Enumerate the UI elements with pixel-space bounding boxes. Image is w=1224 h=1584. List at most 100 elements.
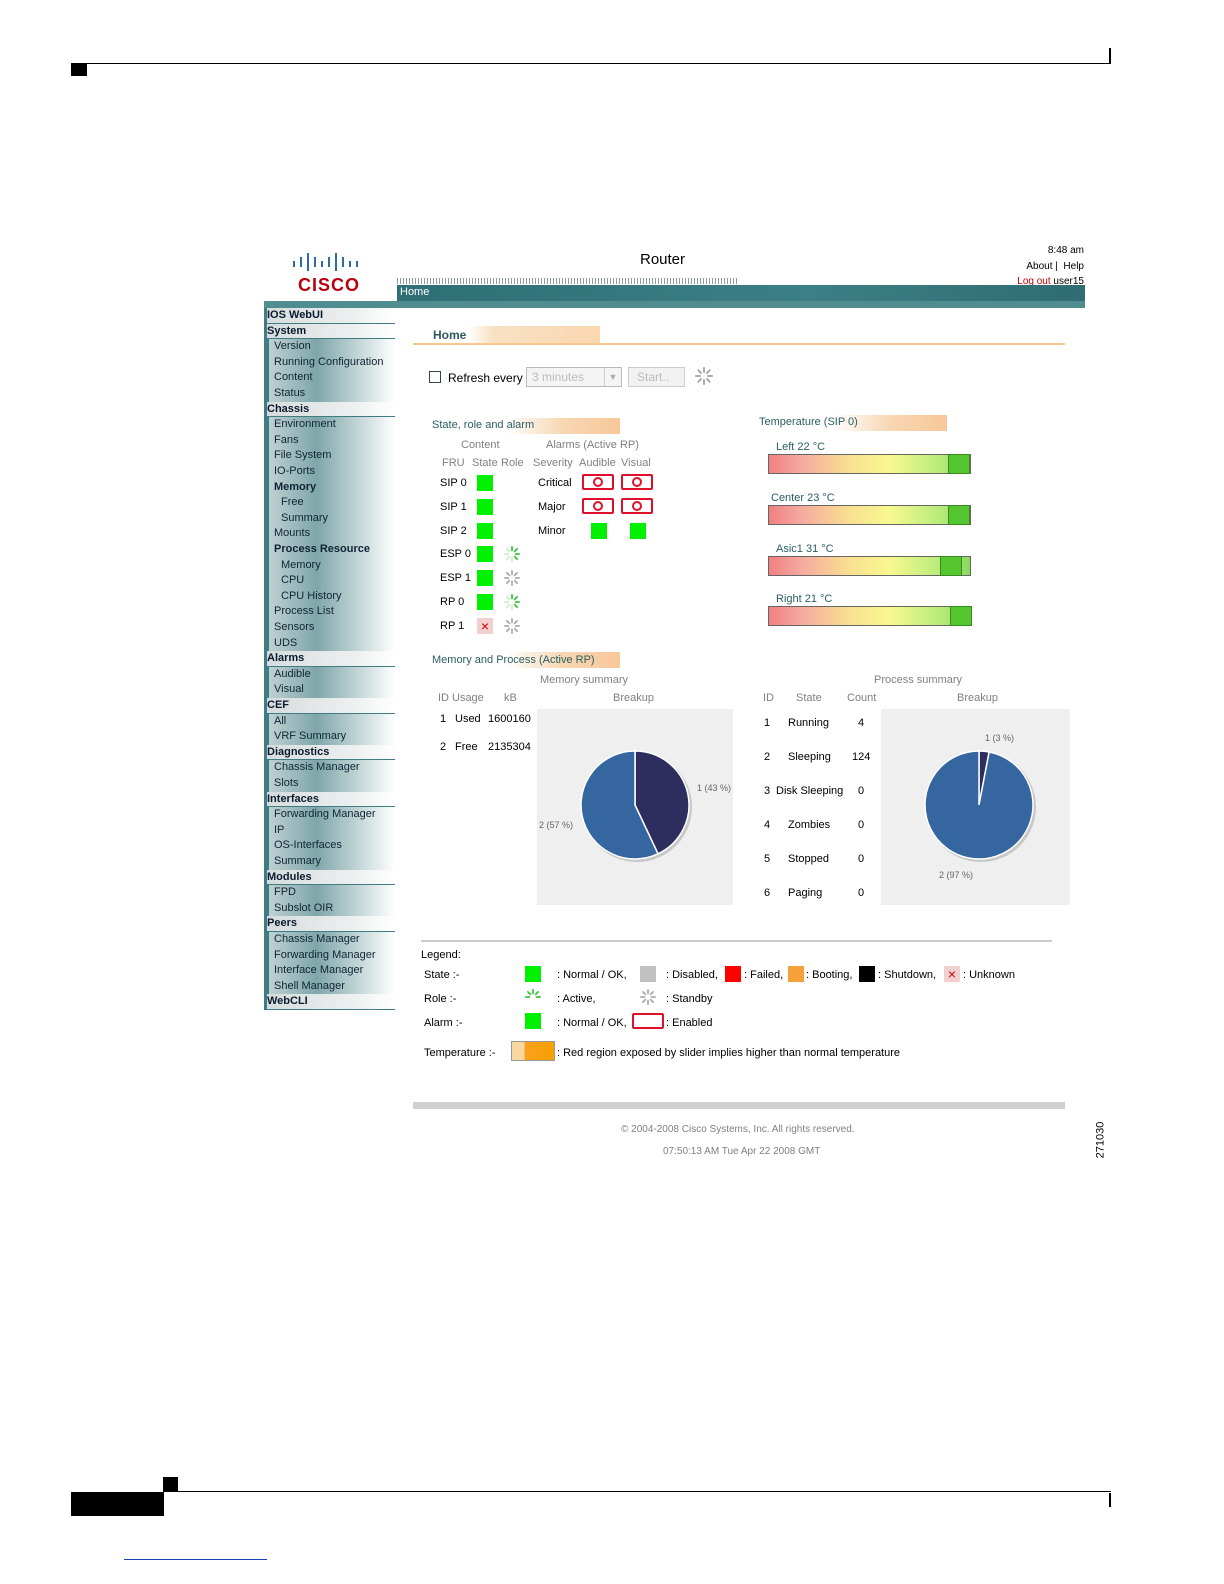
proc-id: 3 — [764, 785, 771, 797]
refresh-checkbox[interactable] — [429, 371, 441, 383]
page-top-rule — [71, 63, 1111, 64]
legend-shutdown-square — [859, 966, 875, 982]
proc-state: Disk Sleeping — [776, 785, 844, 797]
sidebar-item[interactable]: IO-Ports — [264, 464, 395, 480]
sidebar-item[interactable]: Chassis Manager — [264, 932, 395, 948]
alarm-severity: Major — [538, 501, 566, 513]
sidebar-item[interactable]: Running Configuration — [264, 354, 395, 371]
page-top-tick — [1109, 48, 1111, 64]
sidebar-item[interactable]: Version — [264, 339, 395, 355]
about-help-links: About | Help — [1026, 261, 1084, 272]
sidebar-item[interactable]: UDS — [264, 635, 395, 652]
sidebar-item[interactable]: Shell Manager — [264, 978, 395, 995]
proc-id: 2 — [764, 751, 771, 763]
sidebar-item[interactable]: Peers — [264, 916, 395, 932]
page-bottom-link-line — [124, 1559, 267, 1560]
sidebar-item[interactable]: Visual — [264, 682, 395, 698]
sidebar-item[interactable]: Content — [264, 370, 395, 386]
sidebar-item[interactable]: All — [264, 713, 395, 730]
fru-name: SIP 0 — [440, 477, 467, 489]
temp-sensor-label: Left 22 °C — [776, 441, 826, 453]
legend-role-label: Role :- — [424, 993, 457, 1005]
refresh-interval-select[interactable]: 3 minutes ▼ — [526, 367, 622, 387]
sidebar-item[interactable]: Diagnostics — [264, 744, 395, 761]
footer-timestamp: 07:50:13 AM Tue Apr 22 2008 GMT — [663, 1146, 821, 1157]
cisco-logo-text: CISCO — [298, 275, 361, 295]
fru-name: SIP 1 — [440, 500, 467, 513]
legend-role-active: : Active, — [557, 993, 596, 1005]
mem-id: 2 — [440, 741, 447, 753]
sidebar-item[interactable]: CEF — [264, 698, 395, 714]
state-section-header-bg — [430, 418, 620, 434]
sidebar-item[interactable]: Free — [264, 495, 395, 511]
sidebar-item[interactable]: Modules — [264, 869, 395, 886]
start-button[interactable]: Start.. — [628, 367, 685, 387]
pie-slice — [580, 750, 659, 860]
temp-slider — [940, 556, 962, 576]
sidebar-item[interactable]: Memory — [264, 557, 395, 574]
sidebar-item[interactable]: Subslot OIR — [264, 900, 395, 917]
mem-kb: 1600160 — [488, 713, 531, 725]
sidebar-item[interactable]: Sensors — [264, 620, 395, 636]
sidebar-item[interactable]: IP — [264, 822, 395, 839]
temp-gauge — [768, 606, 971, 626]
proc-state: Stopped — [788, 853, 829, 865]
sidebar-item[interactable]: Alarms — [264, 651, 395, 667]
state-section-title: State, role and alarm — [432, 419, 535, 431]
sidebar-item[interactable]: Status — [264, 386, 395, 402]
sidebar-item[interactable]: Mounts — [264, 526, 395, 542]
temp-gauge — [768, 505, 971, 525]
separator: | — [1052, 261, 1064, 272]
sidebar-item[interactable]: Memory — [264, 479, 395, 496]
legend-state-ok: : Normal / OK, — [557, 969, 627, 981]
logout-link[interactable]: Log out — [1017, 276, 1051, 287]
mem-kb: 2135304 — [488, 741, 531, 753]
sidebar-item[interactable]: Interfaces — [264, 791, 395, 808]
sidebar-item[interactable]: Process List — [264, 604, 395, 620]
sidebar-item[interactable]: Environment — [264, 417, 395, 433]
sidebar-item[interactable]: Slots — [264, 776, 395, 792]
refresh-label: Refresh every — [448, 371, 523, 385]
mem-col-id: ID — [438, 692, 449, 704]
page-bottom-rule — [163, 1491, 1111, 1492]
sidebar-item[interactable]: File System — [264, 448, 395, 464]
sidebar-item[interactable]: WebCLI — [264, 994, 395, 1010]
help-link[interactable]: Help — [1063, 261, 1084, 272]
sidebar-item[interactable]: FPD — [264, 885, 395, 901]
sidebar-item[interactable]: Chassis Manager — [264, 760, 395, 776]
sidebar-item[interactable]: Summary — [264, 510, 395, 527]
proc-id: 4 — [764, 819, 771, 831]
home-tab[interactable]: Home — [400, 286, 430, 298]
sidebar-item[interactable]: Summary — [264, 854, 395, 870]
content-header: Content — [461, 439, 500, 451]
sidebar-item[interactable]: Forwarding Manager — [264, 947, 395, 964]
about-link[interactable]: About — [1026, 261, 1053, 272]
sidebar-item[interactable]: Interface Manager — [264, 963, 395, 979]
state-unknown-icon: × — [477, 617, 493, 634]
sidebar-item[interactable]: CPU — [264, 573, 395, 589]
temp-slider — [948, 454, 970, 474]
sidebar-item[interactable]: System — [264, 323, 395, 340]
legend-ok-square — [525, 966, 541, 982]
sidebar-item[interactable]: Chassis — [264, 401, 395, 418]
legend-state-shutdown: : Shutdown, — [878, 969, 937, 981]
proc-id: 5 — [764, 853, 771, 865]
proc-state: Paging — [788, 887, 823, 899]
copyright: © 2004-2008 Cisco Systems, Inc. All righ… — [621, 1124, 855, 1135]
page-bottom-bar — [71, 1492, 164, 1516]
sidebar-item[interactable]: VRF Summary — [264, 729, 395, 745]
sidebar-item[interactable]: Process Resource — [264, 542, 395, 558]
sidebar-item[interactable]: Audible — [264, 666, 395, 683]
sidebar-item[interactable]: OS-Interfaces — [264, 838, 395, 854]
sidebar-item[interactable]: Fans — [264, 432, 395, 449]
alarm-audible-enabled-icon — [582, 474, 614, 490]
temp-sensor-label: Center 23 °C — [771, 492, 835, 504]
proc-count: 0 — [858, 887, 865, 899]
sidebar-item[interactable]: Forwarding Manager — [264, 807, 395, 823]
legend-temp-text: : Red region exposed by slider implies h… — [557, 1047, 901, 1059]
proc-state: Zombies — [788, 819, 831, 831]
refresh-interval-value: 3 minutes — [532, 370, 585, 384]
sidebar-item[interactable]: CPU History — [264, 588, 395, 605]
standby-spinner-icon — [640, 989, 656, 1005]
sidebar-item[interactable]: IOS WebUI — [264, 308, 395, 324]
